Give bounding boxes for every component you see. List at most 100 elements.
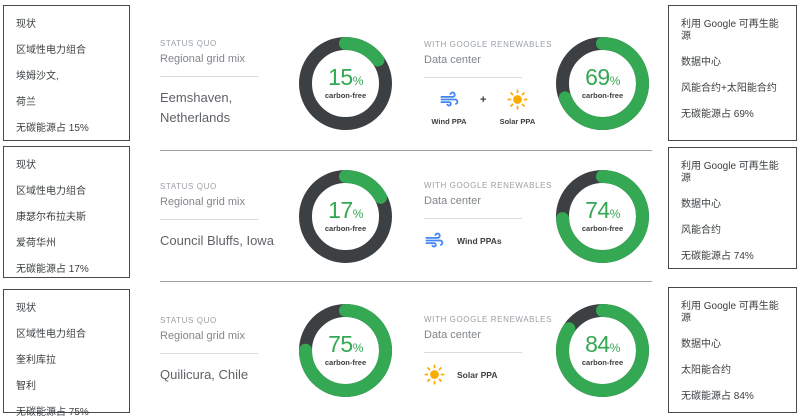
note-line: 利用 Google 可再生能源 — [681, 301, 779, 324]
renewables-donut: 74% carbon-free — [554, 168, 651, 265]
divider — [160, 76, 258, 77]
with-google-renewables-eyebrow: WITH GOOGLE RENEWABLES — [424, 181, 553, 190]
donut-center: 75% carbon-free — [297, 302, 394, 399]
ppa-icons: Wind PPAs — [424, 230, 554, 251]
note-line: 荷兰 — [16, 97, 36, 108]
donut-chart — [299, 36, 392, 130]
solar-ppa: Solar PPA — [492, 89, 542, 126]
carbon-free-label: carbon-free — [581, 91, 624, 100]
row-eemshaven: STATUS QUO Regional grid mix Eemshaven, … — [160, 0, 652, 150]
data-center-label: Data center — [424, 54, 481, 66]
regional-grid-mix-label: Regional grid mix — [160, 329, 245, 342]
note-line: 无碳能源占 69% — [681, 109, 754, 120]
note-line: 区域性电力组合 — [16, 329, 86, 340]
carbon-free-label: carbon-free — [324, 358, 367, 367]
carbon-free-label: carbon-free — [324, 91, 367, 100]
note-line: 无碳能源占 84% — [681, 391, 754, 402]
plus-icon: + — [480, 94, 487, 106]
renewables-block: WITH GOOGLE RENEWABLES Data center Solar… — [424, 315, 554, 385]
divider — [160, 352, 258, 354]
wind-ppa-label: Wind PPA — [431, 117, 467, 126]
divider — [160, 218, 258, 220]
note-line: 区域性电力组合 — [16, 45, 86, 56]
note-line: 现状 — [16, 19, 36, 30]
status-quo-block: STATUS QUO Regional grid mix Eemshaven, … — [160, 39, 297, 127]
divider — [424, 352, 522, 353]
donut-chart — [299, 169, 392, 263]
renewables-block: WITH GOOGLE RENEWABLES Data center Wind … — [424, 181, 554, 251]
donut-chart — [299, 303, 392, 397]
note-line: 区域性电力组合 — [16, 186, 86, 197]
status-quo-donut: 75% carbon-free — [297, 302, 394, 399]
wind-icon — [425, 232, 444, 248]
sun-icon — [507, 89, 528, 110]
percent-value: 15% — [328, 64, 363, 90]
renewables-block: WITH GOOGLE RENEWABLES Data center Wind … — [424, 40, 554, 126]
donut-chart — [556, 36, 649, 130]
status-quo-eyebrow: STATUS QUO — [160, 181, 217, 191]
carbon-free-label: carbon-free — [581, 224, 624, 233]
location-label: Eemshaven, Netherlands — [160, 90, 233, 125]
donut-center: 84% carbon-free — [554, 302, 651, 399]
status-quo-donut: 17% carbon-free — [297, 168, 394, 265]
with-google-renewables-eyebrow: WITH GOOGLE RENEWABLES — [424, 315, 553, 324]
note-box-renewables-council-bluffs: 利用 Google 可再生能源 数据中心 风能合约 无碳能源占 74% — [668, 147, 797, 269]
note-line: 利用 Google 可再生能源 — [681, 19, 779, 42]
note-line: 康瑟尔布拉夫斯 — [16, 212, 86, 223]
wind-ppa-label: Wind PPAs — [457, 235, 502, 246]
note-line: 太阳能合约 — [681, 365, 731, 376]
note-line: 风能合约 — [681, 225, 721, 236]
note-line: 风能合约+太阳能合约 — [681, 83, 777, 94]
status-quo-eyebrow: STATUS QUO — [160, 39, 217, 48]
status-quo-donut: 15% carbon-free — [297, 35, 394, 132]
note-line: 数据中心 — [681, 57, 721, 68]
note-line: 数据中心 — [681, 199, 721, 210]
note-line: 奎利库拉 — [16, 355, 56, 366]
renewables-donut: 84% carbon-free — [554, 302, 651, 399]
note-line: 爱荷华州 — [16, 238, 56, 249]
regional-grid-mix-label: Regional grid mix — [160, 53, 245, 65]
note-line: 无碳能源占 74% — [681, 251, 754, 262]
donut-center: 15% carbon-free — [297, 35, 394, 132]
percent-value: 17% — [328, 197, 363, 223]
donut-chart — [556, 303, 649, 397]
note-line: 数据中心 — [681, 339, 721, 350]
percent-value: 69% — [585, 64, 620, 90]
ppa-icons: Solar PPA — [424, 364, 554, 385]
data-center-label: Data center — [424, 195, 481, 207]
sun-icon — [424, 364, 445, 385]
divider — [424, 218, 522, 219]
location-label: Quilicura, Chile — [160, 366, 249, 382]
note-box-renewables-eemshaven: 利用 Google 可再生能源 数据中心 风能合约+太阳能合约 无碳能源占 69… — [668, 5, 797, 141]
solar-ppa-label: Solar PPA — [457, 369, 498, 380]
donut-center: 69% carbon-free — [554, 35, 651, 132]
note-line: 现状 — [16, 160, 36, 171]
regional-grid-mix-label: Regional grid mix — [160, 195, 245, 208]
wind-icon — [440, 91, 458, 107]
carbon-free-label: carbon-free — [581, 358, 624, 367]
percent-value: 75% — [328, 331, 363, 357]
wind-ppa: Wind PPA — [424, 89, 474, 126]
divider — [424, 77, 522, 78]
renewables-donut: 69% carbon-free — [554, 35, 651, 132]
note-line: 无碳能源占 17% — [16, 264, 89, 275]
note-box-status-eemshaven: 现状 区域性电力组合 埃姆沙文, 荷兰 无碳能源占 15% — [3, 5, 130, 141]
percent-value: 74% — [585, 197, 620, 223]
percent-value: 84% — [585, 331, 620, 357]
row-quilicura: STATUS QUO Regional grid mix Quilicura, … — [160, 281, 652, 418]
note-line: 埃姆沙文, — [16, 71, 59, 82]
note-line: 智利 — [16, 381, 36, 392]
note-line: 利用 Google 可再生能源 — [681, 161, 779, 184]
comparison-panel: STATUS QUO Regional grid mix Eemshaven, … — [160, 0, 652, 418]
note-line: 无碳能源占 15% — [16, 123, 89, 134]
row-council-bluffs: STATUS QUO Regional grid mix Council Blu… — [160, 150, 652, 281]
note-line: 现状 — [16, 303, 36, 314]
donut-center: 17% carbon-free — [297, 168, 394, 265]
status-quo-block: STATUS QUO Regional grid mix Council Blu… — [160, 182, 297, 251]
status-quo-block: STATUS QUO Regional grid mix Quilicura, … — [160, 316, 297, 385]
data-center-label: Data center — [424, 329, 481, 341]
with-google-renewables-eyebrow: WITH GOOGLE RENEWABLES — [424, 40, 553, 49]
note-box-status-quilicura: 现状 区域性电力组合 奎利库拉 智利 无碳能源占 75% — [3, 289, 130, 418]
status-quo-eyebrow: STATUS QUO — [160, 315, 217, 325]
donut-center: 74% carbon-free — [554, 168, 651, 265]
